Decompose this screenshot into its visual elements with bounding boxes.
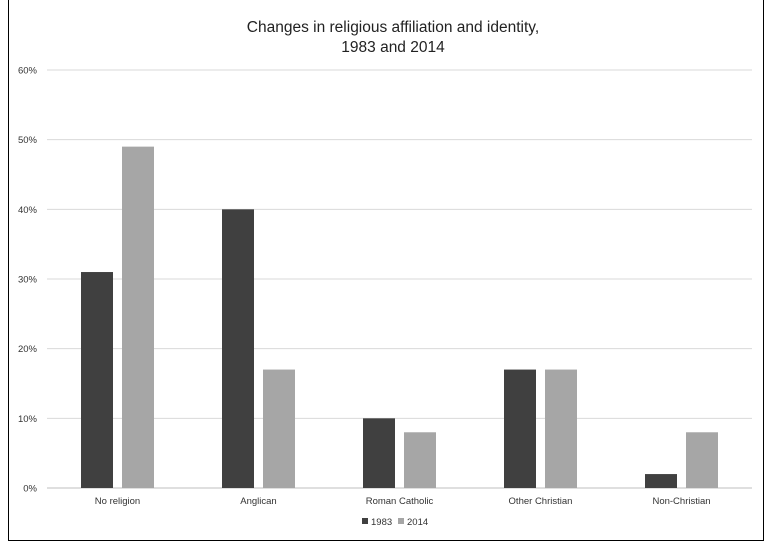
bar-1983-anglican [222,209,254,488]
legend-label-1983: 1983 [371,517,392,528]
bar-2014-other-christian [545,370,577,488]
bar-2014-anglican [263,370,295,488]
x-category-label: Roman Catholic [366,496,434,507]
bar-1983-no-religion [81,272,113,488]
chart-title-line-2: 1983 and 2014 [341,39,445,56]
y-tick-label: 60% [18,66,38,77]
bar-2014-roman-catholic [404,432,436,488]
x-axis-categories: No religion Anglican Roman Catholic Other C… [95,496,711,507]
y-tick-label: 50% [18,135,38,146]
bar-1983-roman-catholic [363,418,395,488]
y-axis-ticks: 0% 10% 20% 30% 40% 50% 60% [18,66,38,495]
y-tick-label: 30% [18,275,38,286]
y-tick-label: 20% [18,344,38,355]
x-category-label: Anglican [240,496,276,507]
legend: 1983 2014 [362,517,428,528]
bar-1983-other-christian [504,370,536,488]
y-tick-label: 10% [18,414,38,425]
bar-2014-non-christian [686,432,718,488]
x-category-label: Other Christian [509,496,573,507]
legend-label-2014: 2014 [407,517,428,528]
y-tick-label: 0% [23,484,37,495]
legend-swatch-1983 [362,518,368,524]
bar-2014-no-religion [122,147,154,488]
x-category-label: Non-Christian [652,496,710,507]
legend-swatch-2014 [398,518,404,524]
chart-title-line-1: Changes in religious affiliation and ide… [247,19,539,36]
bars [81,147,718,488]
x-category-label: No religion [95,496,140,507]
bar-1983-non-christian [645,474,677,488]
y-tick-label: 40% [18,205,38,216]
